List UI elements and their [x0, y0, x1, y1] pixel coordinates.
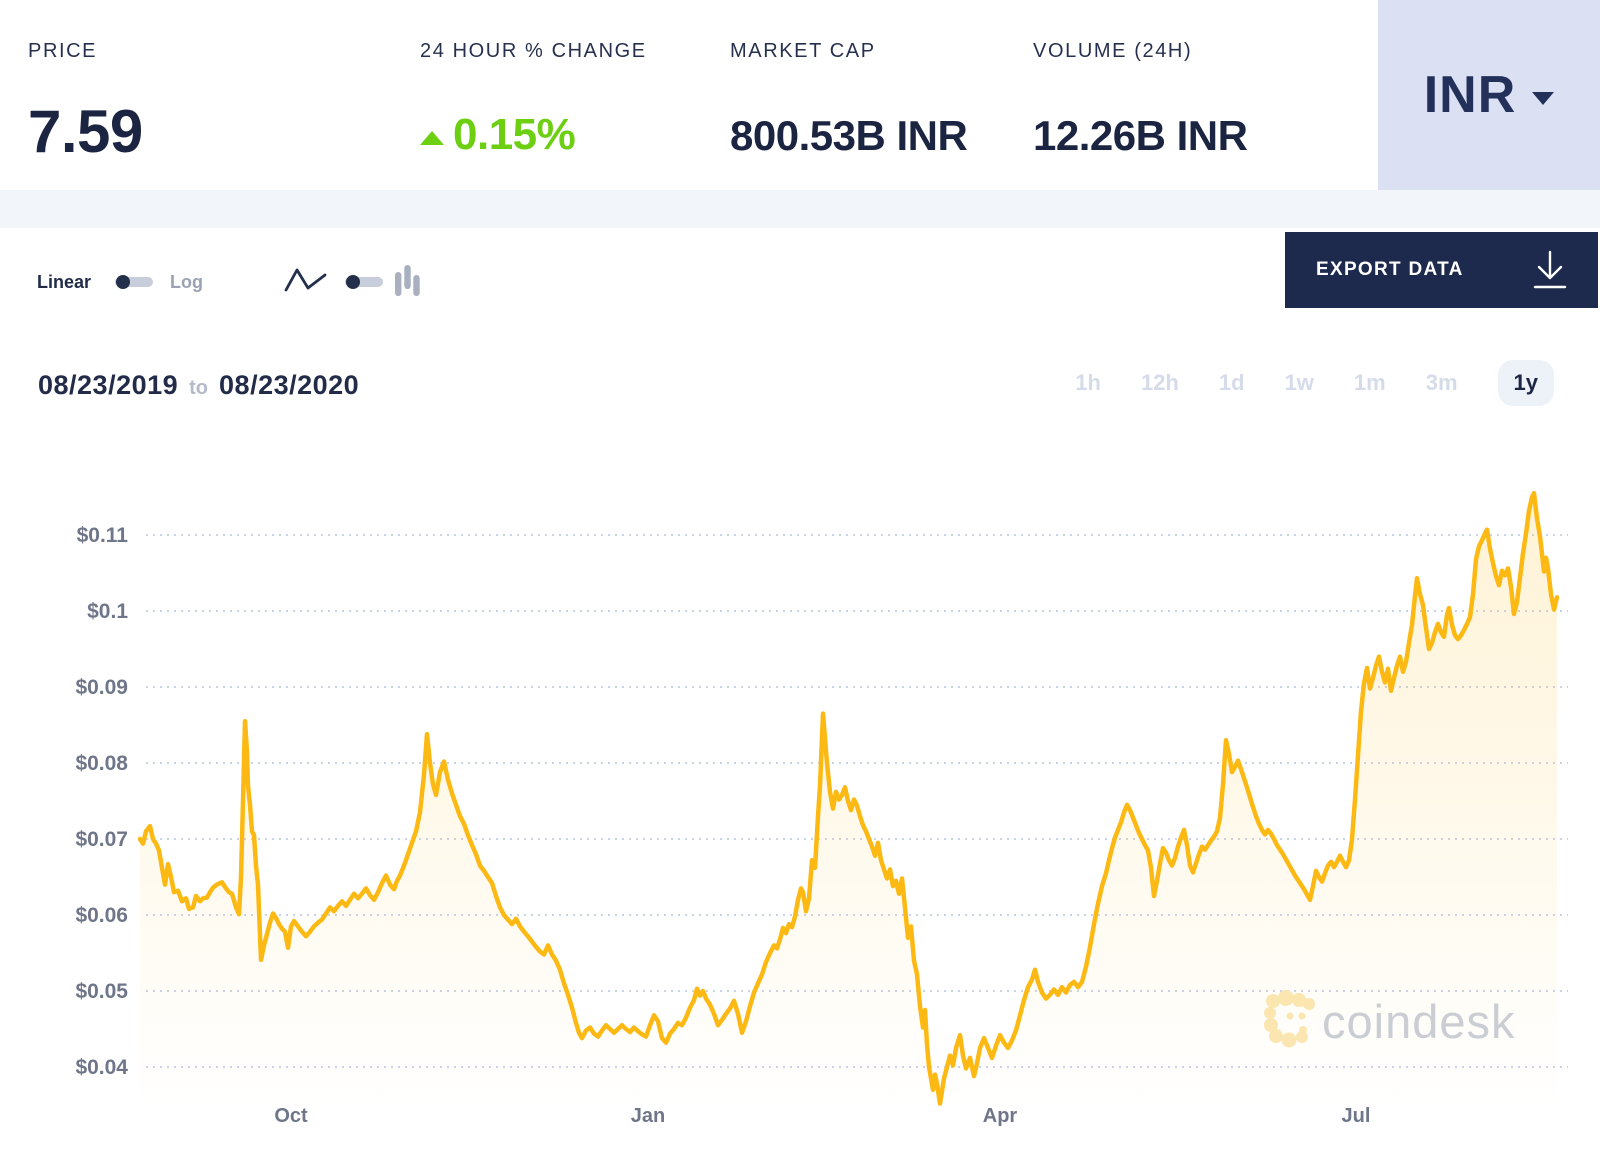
- bar-chart-icon[interactable]: [393, 262, 423, 300]
- time-range-options: 1h 12h 1d 1w 1m 3m 1y: [1075, 358, 1554, 408]
- currency-selector[interactable]: INR: [1378, 0, 1600, 190]
- range-option-12h[interactable]: 12h: [1140, 370, 1179, 395]
- volume-value: 12.26B INR: [1033, 112, 1248, 159]
- svg-text:$0.08: $0.08: [75, 752, 128, 775]
- start-date[interactable]: 08/23/2019: [38, 370, 179, 400]
- chart-type-toggle[interactable]: [345, 275, 383, 289]
- date-range[interactable]: 08/23/2019 to 08/23/2020: [38, 370, 359, 401]
- change-label: 24 HOUR % CHANGE: [420, 40, 647, 62]
- export-data-button[interactable]: EXPORT DATA: [1285, 232, 1598, 308]
- up-arrow-icon: [420, 131, 444, 145]
- export-data-label: EXPORT DATA: [1316, 259, 1464, 280]
- market-cap-value: 800.53B INR: [730, 112, 968, 159]
- svg-text:$0.04: $0.04: [75, 1056, 128, 1079]
- line-chart-icon[interactable]: [283, 266, 329, 294]
- currency-selected-value: INR: [1423, 66, 1517, 124]
- price-label: PRICE: [28, 40, 98, 62]
- chart-type-toggle-knob: [346, 275, 360, 289]
- svg-text:$0.11: $0.11: [77, 524, 129, 547]
- svg-text:$0.07: $0.07: [75, 828, 128, 851]
- change-value: 0.15%: [420, 110, 576, 160]
- svg-text:$0.05: $0.05: [75, 980, 128, 1003]
- download-icon: [1533, 250, 1567, 289]
- price-line-series: [137, 490, 1560, 1113]
- chevron-down-icon: [1532, 91, 1555, 105]
- range-option-1m[interactable]: 1m: [1353, 370, 1386, 395]
- scale-toggle[interactable]: [115, 275, 153, 289]
- range-option-1y-selected[interactable]: 1y: [1497, 360, 1554, 406]
- date-separator: to: [189, 377, 209, 399]
- scale-linear-label[interactable]: Linear: [37, 272, 92, 292]
- range-option-1w[interactable]: 1w: [1284, 370, 1314, 395]
- range-option-3m[interactable]: 3m: [1425, 370, 1458, 395]
- price-value: 7.59: [28, 98, 143, 165]
- svg-text:$0.1: $0.1: [87, 600, 128, 623]
- market-cap-label: MARKET CAP: [730, 40, 876, 62]
- range-option-1h[interactable]: 1h: [1075, 370, 1101, 395]
- svg-text:$0.09: $0.09: [75, 676, 128, 699]
- range-option-1d[interactable]: 1d: [1218, 370, 1245, 395]
- svg-text:$0.06: $0.06: [75, 904, 128, 927]
- scale-toggle-knob: [116, 275, 130, 289]
- change-percent: 0.15%: [453, 110, 576, 159]
- end-date[interactable]: 08/23/2020: [219, 370, 360, 400]
- scale-log-label[interactable]: Log: [170, 272, 203, 292]
- header-divider-band: [0, 190, 1600, 228]
- volume-label: VOLUME (24H): [1033, 40, 1193, 62]
